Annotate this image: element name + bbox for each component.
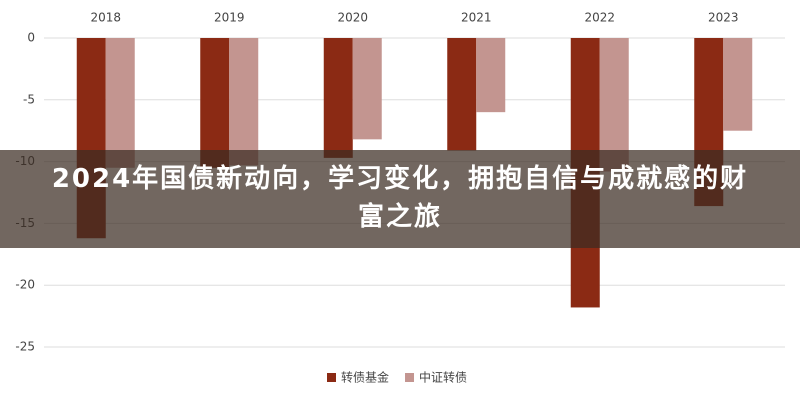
- bar: [352, 38, 382, 140]
- bar: [447, 38, 477, 151]
- bar: [200, 38, 230, 168]
- legend-label: 转债基金: [341, 370, 389, 385]
- x-tick-label: 2018: [90, 11, 121, 25]
- bar: [105, 38, 135, 168]
- y-tick-label: 0: [27, 31, 35, 45]
- title-banner: [0, 150, 800, 248]
- y-tick-label: -5: [23, 92, 35, 106]
- legend-swatch: [327, 373, 336, 382]
- x-tick-label: 2022: [584, 11, 615, 25]
- x-tick-label: 2019: [214, 11, 245, 25]
- bar: [723, 38, 753, 131]
- y-tick-label: -25: [15, 340, 35, 354]
- bar: [229, 38, 259, 166]
- chart-title: 2024年国债新动向，学习变化，拥抱自信与成就感的财富之旅: [51, 164, 749, 232]
- legend-swatch: [405, 373, 415, 382]
- y-tick-label: -20: [15, 278, 35, 292]
- bar: [476, 38, 506, 113]
- x-tick-label: 2023: [708, 11, 739, 25]
- legend-label: 中证转债: [419, 370, 467, 385]
- x-tick-label: 2021: [461, 11, 492, 25]
- bar: [599, 38, 629, 172]
- bar: [323, 38, 353, 158]
- x-tick-label: 2020: [337, 11, 368, 25]
